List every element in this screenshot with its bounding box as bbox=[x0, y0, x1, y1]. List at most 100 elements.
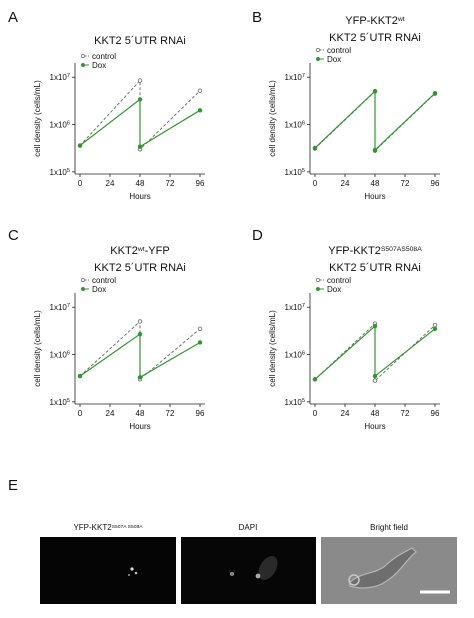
spot bbox=[128, 574, 130, 576]
x-axis-label: Hours bbox=[129, 422, 150, 431]
data-point bbox=[137, 319, 143, 324]
data-point bbox=[137, 78, 143, 83]
image-yfp bbox=[40, 537, 176, 604]
legend-marker bbox=[316, 287, 320, 291]
title-line: KKT2 5´UTR RNAi bbox=[329, 32, 421, 44]
legend-label: Dox bbox=[327, 285, 341, 294]
y-axis-label: cell density (cells/mL) bbox=[33, 80, 42, 157]
title-line: KKT2wt-YFP bbox=[110, 245, 169, 257]
x-tick-label: 48 bbox=[371, 179, 380, 188]
x-tick-label: 0 bbox=[78, 409, 83, 418]
text-part: KKT2 bbox=[110, 245, 138, 257]
data-point bbox=[77, 373, 83, 379]
text-part: KKT2 5´UTR RNAi bbox=[329, 32, 421, 44]
superscript: S507A S508A bbox=[112, 524, 144, 530]
y-tick-label: 1x107 bbox=[285, 73, 305, 82]
legend-marker bbox=[81, 63, 85, 67]
text-part: Bright field bbox=[370, 523, 408, 532]
x-tick-label: 0 bbox=[78, 179, 83, 188]
data-point bbox=[197, 326, 203, 332]
tick-exp: 7 bbox=[67, 73, 70, 79]
data-point bbox=[312, 145, 318, 151]
data-point bbox=[312, 377, 318, 382]
spot bbox=[134, 571, 138, 575]
title-line: KKT2 5´UTR RNAi bbox=[94, 262, 186, 274]
tick-exp: 5 bbox=[67, 168, 70, 174]
panel-label: C bbox=[8, 227, 19, 244]
text-part: YFP-KKT2 bbox=[73, 523, 112, 532]
panel-label: A bbox=[8, 9, 18, 26]
legend-label: control bbox=[327, 276, 351, 285]
tick-exp: 7 bbox=[302, 73, 305, 79]
cell-glow bbox=[258, 556, 278, 580]
x-tick-label: 24 bbox=[341, 179, 350, 188]
superscript: wt bbox=[397, 16, 405, 23]
microscopy-images bbox=[40, 537, 457, 604]
tick-base: 1x10 bbox=[50, 351, 68, 360]
legend-marker bbox=[81, 287, 85, 291]
tick-exp: 5 bbox=[302, 168, 305, 174]
x-tick-label: 72 bbox=[401, 179, 410, 188]
legend-marker bbox=[81, 54, 85, 58]
y-tick-label: 1x106 bbox=[285, 351, 305, 360]
panel-label: E bbox=[8, 477, 18, 494]
x-axis-label: Hours bbox=[364, 192, 385, 201]
text-part: YFP-KKT2 bbox=[345, 15, 398, 27]
tick-exp: 7 bbox=[302, 303, 305, 309]
legend-label: control bbox=[327, 46, 351, 55]
data-point bbox=[432, 90, 438, 96]
data-point bbox=[432, 322, 438, 328]
legend-marker bbox=[81, 278, 85, 282]
title-line: KKT2 5´UTR RNAi bbox=[94, 35, 186, 47]
data-point bbox=[137, 375, 143, 380]
legend-label: Dox bbox=[92, 61, 106, 70]
data-point bbox=[77, 143, 83, 148]
data-point bbox=[137, 97, 143, 102]
text-part: KKT2 5´UTR RNAi bbox=[329, 262, 421, 274]
superscript: S507AS508A bbox=[381, 246, 422, 253]
spot bbox=[130, 567, 134, 571]
tick-base: 1x10 bbox=[285, 398, 303, 407]
x-tick-label: 72 bbox=[166, 409, 175, 418]
legend-label: Dox bbox=[327, 55, 341, 64]
data-point bbox=[432, 326, 438, 332]
data-point bbox=[197, 340, 203, 345]
tick-exp: 7 bbox=[67, 303, 70, 309]
x-tick-label: 48 bbox=[371, 409, 380, 418]
data-point bbox=[372, 378, 378, 383]
x-tick-label: 24 bbox=[106, 409, 115, 418]
panel-label: D bbox=[252, 227, 263, 244]
x-tick-label: 72 bbox=[166, 179, 175, 188]
tick-base: 1x10 bbox=[285, 303, 303, 312]
legend-label: control bbox=[92, 52, 116, 61]
y-axis-label: cell density (cells/mL) bbox=[268, 310, 277, 387]
series-line bbox=[79, 98, 201, 148]
tick-exp: 6 bbox=[67, 351, 70, 357]
x-tick-label: 0 bbox=[313, 179, 318, 188]
data-point bbox=[137, 331, 143, 337]
y-tick-label: 1x105 bbox=[50, 168, 70, 177]
tick-base: 1x10 bbox=[50, 121, 68, 130]
data-point bbox=[372, 323, 378, 329]
panel-label: B bbox=[252, 9, 262, 26]
tick-base: 1x10 bbox=[285, 168, 303, 177]
x-tick-label: 96 bbox=[431, 179, 440, 188]
cell bbox=[349, 547, 417, 589]
data-point bbox=[137, 144, 143, 149]
title-line: Bright field bbox=[370, 523, 408, 532]
tick-base: 1x10 bbox=[50, 73, 68, 82]
x-tick-label: 24 bbox=[106, 179, 115, 188]
tick-exp: 5 bbox=[67, 398, 70, 404]
data-point bbox=[372, 373, 378, 379]
x-tick-label: 72 bbox=[401, 409, 410, 418]
title-line: YFP-KKT2wt bbox=[345, 15, 404, 27]
x-axis-label: Hours bbox=[364, 422, 385, 431]
x-tick-label: 0 bbox=[313, 409, 318, 418]
text-part: KKT2 5´UTR RNAi bbox=[94, 262, 186, 274]
y-tick-label: 1x107 bbox=[50, 303, 70, 312]
tick-exp: 6 bbox=[302, 121, 305, 127]
x-tick-label: 24 bbox=[341, 409, 350, 418]
